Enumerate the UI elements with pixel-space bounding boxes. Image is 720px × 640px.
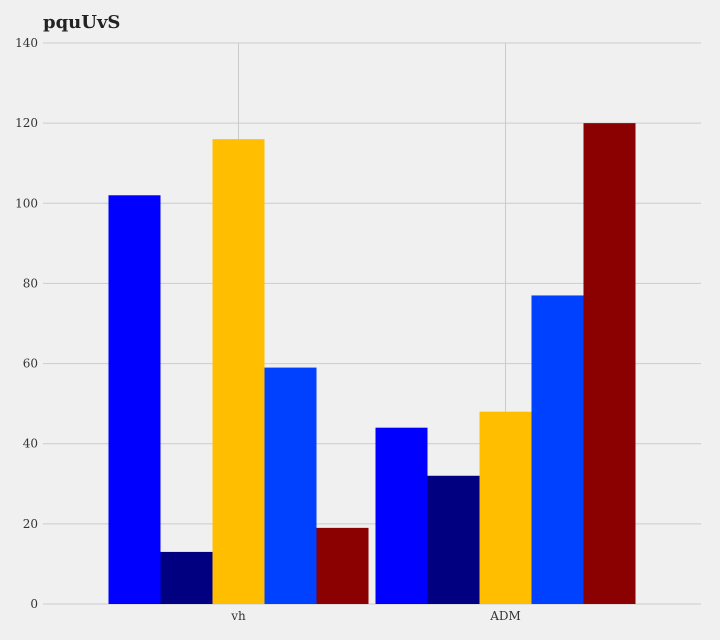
- x-tick-label: ADM: [489, 609, 521, 623]
- bar-ADM-series-2: [427, 475, 480, 604]
- y-tick-label: 40: [23, 437, 38, 451]
- bar-vh-series-5: [316, 527, 369, 604]
- chart-title: pquUvS: [43, 12, 121, 33]
- bar-vh-series-3: [212, 139, 265, 604]
- x-tick-label: vh: [230, 609, 246, 623]
- y-tick-label: 60: [23, 357, 38, 371]
- y-tick-label: 0: [30, 597, 38, 611]
- bar-vh-series-2: [160, 551, 213, 604]
- bar-ADM-series-4: [531, 295, 584, 604]
- y-tick-label: 140: [15, 36, 38, 50]
- bar-vh-series-1: [108, 195, 161, 604]
- y-tick-label: 20: [23, 517, 38, 531]
- bar-ADM-series-5: [583, 123, 636, 605]
- y-tick-label: 120: [15, 116, 38, 130]
- y-tick-label: 100: [15, 196, 38, 210]
- bar-ADM-series-1: [375, 427, 428, 604]
- bar-vh-series-4: [264, 367, 317, 604]
- bar-ADM-series-3: [479, 411, 532, 604]
- y-tick-label: 80: [23, 276, 38, 290]
